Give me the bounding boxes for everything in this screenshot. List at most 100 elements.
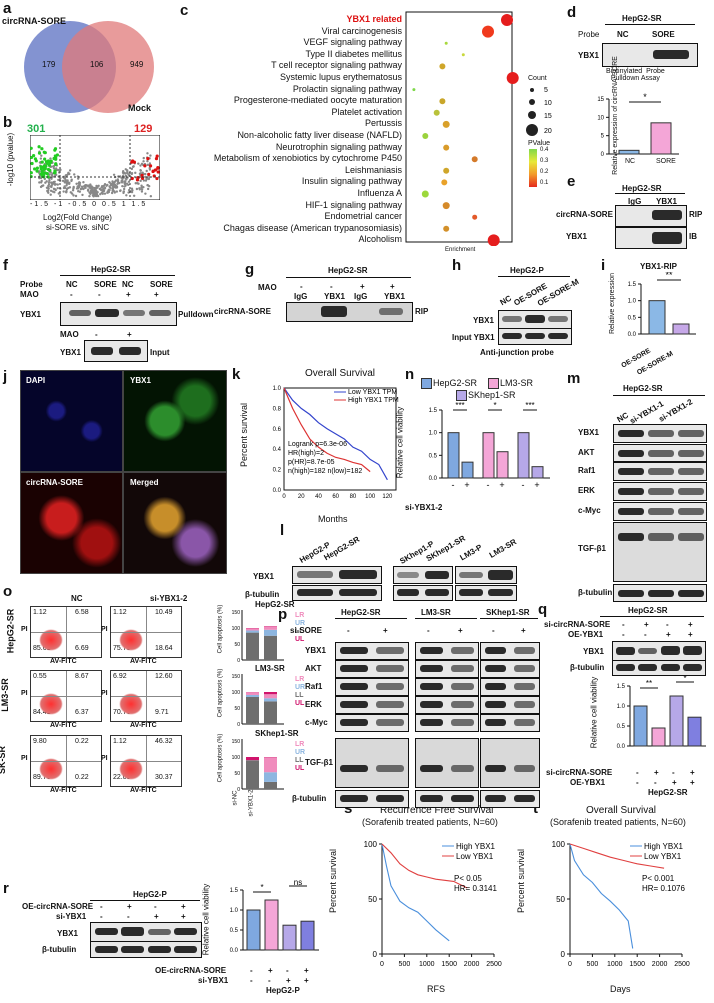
o-quadrant-value: 75.75 (113, 645, 131, 652)
o-bar-ytick: 50 (234, 642, 240, 648)
km-xtick: 500 (587, 961, 599, 968)
ybx1-image (123, 370, 227, 472)
volcano-point (145, 177, 149, 181)
r-xr1: OE-circRNA-SORE (155, 966, 227, 975)
volcano-point (52, 167, 56, 170)
p-band (514, 795, 535, 802)
q-r1: si-circRNA-SORE (544, 620, 611, 629)
s-title: Recurrence Free Survival (380, 805, 494, 816)
i-sig: ** (665, 272, 673, 280)
p-band (340, 683, 368, 690)
volcano-point (139, 164, 142, 167)
o-bar-ytick: 50 (234, 771, 240, 777)
k-ylabel: Percent survival (239, 402, 250, 468)
volcano-down-point (39, 172, 43, 176)
g-blot (286, 302, 413, 322)
o-stacked-bar: 0 50 100 150 (232, 674, 284, 727)
k-xlabel: Months (318, 514, 348, 524)
km-xtick: 1000 (607, 961, 623, 968)
term-label: Endometrial cancer (324, 211, 402, 222)
p-band (451, 665, 474, 672)
f-cell: HepG2-SR (91, 265, 131, 274)
q-row1: YBX1 (583, 647, 604, 656)
o-quadrant-value: 6.58 (75, 609, 89, 616)
count-legend-title: Count (528, 75, 547, 82)
n-legend-2: LM3-SR (500, 378, 534, 388)
o-bar-ytick: 0 (237, 658, 240, 663)
volcano-point (145, 169, 148, 173)
o-quadrant-value: 18.64 (155, 645, 173, 652)
volcano-point (96, 186, 99, 189)
o-quadrant-value: 9.80 (33, 738, 47, 745)
l-blot-1b (393, 566, 453, 584)
term-label: YBX1 related (346, 14, 402, 24)
volcano-point (95, 193, 99, 196)
i-bar (672, 323, 690, 335)
panel-label-s: s (344, 800, 353, 817)
volcano-down-point (52, 156, 56, 161)
k-legend-low: Low YBX1 TPM (348, 389, 397, 396)
volcano-point (101, 186, 104, 189)
r-blot-2 (90, 941, 202, 958)
d-ytick: 10 (597, 115, 604, 121)
volcano-up-point (132, 160, 136, 164)
p-band (376, 765, 404, 772)
volcano-point (88, 194, 91, 198)
q-sign: + (666, 630, 671, 639)
o-av: AV-FITC (130, 658, 157, 665)
m-blot (613, 482, 707, 501)
p-sign: - (427, 626, 430, 635)
p-row: TGF-β1 (305, 758, 333, 767)
volcano-point (142, 179, 146, 182)
volcano-point (63, 181, 66, 184)
volcano-point (46, 190, 49, 193)
p-blot (480, 642, 540, 660)
volcano-point (68, 169, 72, 172)
panel-label-f: f (3, 257, 8, 274)
h-blot-1 (498, 310, 572, 329)
volcano-point (67, 171, 70, 175)
g-mao-val: + (390, 282, 395, 291)
panel-label-j: j (3, 368, 8, 385)
km-legend-low: Low YBX1 (456, 852, 494, 861)
o-stack-seg (264, 772, 277, 782)
volcano-down-point (35, 166, 39, 170)
volcano-point (68, 181, 71, 185)
o-bar-ytick: 50 (234, 706, 240, 712)
volcano-up-point (147, 172, 151, 176)
n-sign: - (487, 480, 490, 490)
r-sign: - (100, 902, 103, 911)
volcano-point (42, 184, 45, 187)
volcano-point (85, 184, 89, 187)
d-ytick: 0 (601, 152, 605, 158)
f-col: SORE (150, 280, 173, 289)
volcano-down-point (54, 162, 58, 166)
r-xsign: - (286, 966, 289, 975)
m-row: Raf1 (578, 466, 596, 475)
volcano-point (108, 185, 111, 188)
p-band (376, 701, 404, 708)
panel-label-o: o (3, 583, 13, 600)
volcano-down-point (30, 155, 34, 160)
volcano-point (136, 182, 139, 185)
p-si: si-SORE (290, 626, 323, 635)
panel-label-g: g (245, 261, 255, 278)
o-bar-legend: LL (295, 692, 304, 699)
p-sign: + (521, 626, 526, 635)
volcano-point (50, 181, 53, 185)
volcano-point (70, 179, 73, 183)
volcano-point (124, 177, 127, 180)
n-bar (531, 466, 544, 479)
volcano-point (86, 189, 90, 192)
o-bar-title: SKhep1-SR (255, 729, 299, 738)
l-col: LM3-SR (487, 537, 519, 560)
volcano-point (115, 185, 119, 188)
n-bar (461, 461, 474, 479)
volcano-point (118, 189, 122, 193)
p-blot (480, 714, 540, 732)
volcano-point (56, 183, 59, 186)
sig: * (260, 883, 263, 892)
km-xtick: 2500 (674, 961, 690, 968)
q-xsign: + (672, 778, 677, 787)
h-row1: YBX1 (473, 316, 494, 325)
